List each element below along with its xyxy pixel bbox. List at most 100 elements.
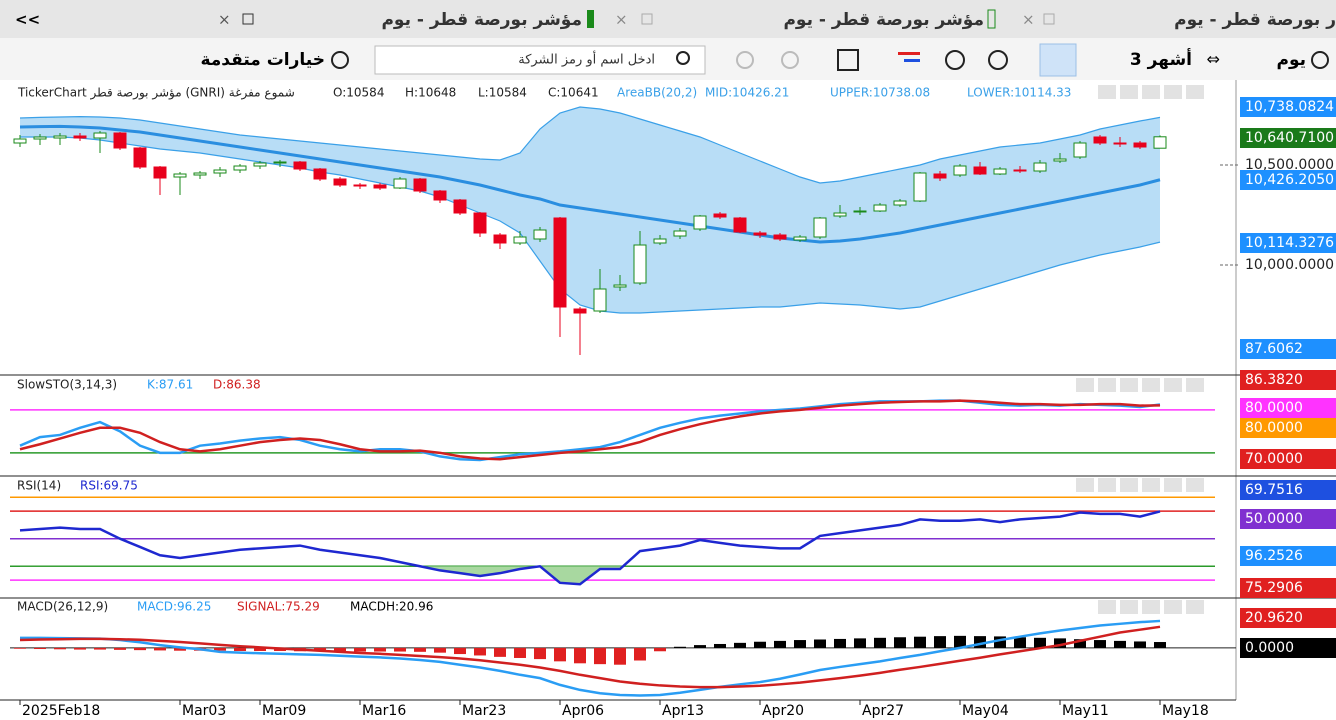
- histogram-bar: [174, 647, 186, 651]
- pane-control[interactable]: [1076, 478, 1094, 492]
- pane-control[interactable]: [1076, 378, 1094, 392]
- collapse-button[interactable]: <<: [15, 11, 40, 29]
- period-button[interactable]: يوم: [1276, 50, 1306, 70]
- candle-body: [313, 168, 327, 180]
- tab-close[interactable]: ×: [1022, 11, 1035, 29]
- pane-control[interactable]: [1142, 378, 1160, 392]
- auto-tool[interactable]: [945, 50, 965, 70]
- candle-body: [193, 172, 207, 176]
- tab-close[interactable]: ×: [615, 11, 628, 29]
- candle-body: [93, 132, 107, 139]
- tab[interactable]: ر بورصة قطر - يوم: [1174, 10, 1336, 30]
- histogram-bar: [854, 638, 866, 648]
- candle-body: [933, 173, 947, 179]
- pane-control[interactable]: [1142, 85, 1160, 99]
- pane-header: SIGNAL:75.29: [237, 600, 320, 614]
- histogram-bar: [334, 647, 346, 652]
- histogram-bar: [94, 647, 106, 650]
- candle-body: [553, 217, 567, 308]
- candle-body: [913, 172, 927, 202]
- tab-restore[interactable]: [242, 13, 254, 25]
- price-label-box: [1240, 398, 1336, 418]
- pane-control[interactable]: [1186, 600, 1204, 614]
- pane-control[interactable]: [1098, 85, 1116, 99]
- candle-body: [1033, 162, 1047, 172]
- candle-body: [333, 178, 347, 186]
- pane-control[interactable]: [1186, 85, 1204, 99]
- price-label: 50.0000: [1245, 511, 1303, 527]
- order-tool[interactable]: [898, 52, 920, 55]
- pane-control[interactable]: [1120, 600, 1138, 614]
- pane-header: RSI:69.75: [80, 479, 138, 493]
- advanced-options[interactable]: خيارات متقدمة: [200, 50, 325, 70]
- pane-control[interactable]: [1164, 85, 1182, 99]
- histogram-bar: [1114, 640, 1126, 648]
- histogram-bar: [814, 639, 826, 648]
- candle-body: [1053, 158, 1067, 162]
- histogram-bar: [74, 647, 86, 650]
- histogram-bar: [254, 647, 266, 651]
- x-tick-label: Mar09: [262, 703, 306, 719]
- macd-line: [20, 619, 1161, 697]
- pane-control[interactable]: [1164, 478, 1182, 492]
- draw-tool[interactable]: [1039, 43, 1077, 77]
- compare-tool[interactable]: [837, 49, 859, 71]
- tab[interactable]: مؤشر بورصة قطر - يوم: [783, 10, 984, 30]
- order-tool-part: [904, 59, 920, 62]
- candle-body: [273, 161, 287, 164]
- price-label: 80.0000: [1245, 420, 1303, 436]
- tab-restore[interactable]: [641, 13, 653, 25]
- candle-body: [793, 236, 807, 241]
- indicator-tool[interactable]: [988, 50, 1008, 70]
- histogram-bar: [134, 647, 146, 651]
- tab[interactable]: مؤشر بورصة قطر - يوم: [381, 10, 582, 30]
- price-label: 20.9620: [1245, 610, 1303, 626]
- pane-control[interactable]: [1098, 600, 1116, 614]
- pane-control[interactable]: [1120, 478, 1138, 492]
- x-tick-label: Apr06: [562, 703, 604, 719]
- candle-body: [353, 184, 367, 187]
- price-label-box: [1240, 480, 1336, 500]
- pane-control[interactable]: [1120, 378, 1138, 392]
- candle-body: [453, 199, 467, 214]
- chart-header: L:10584: [478, 86, 527, 100]
- histogram-bar: [414, 647, 426, 652]
- redo[interactable]: [781, 51, 799, 69]
- clock-icon: [1311, 51, 1329, 69]
- histogram-bar: [1134, 641, 1146, 648]
- range-button[interactable]: 3 أشهر: [1130, 48, 1192, 70]
- price-label: 10,500.0000: [1245, 157, 1334, 173]
- undo[interactable]: [736, 51, 754, 69]
- price-label-box: [1240, 128, 1336, 148]
- pane-control[interactable]: [1098, 478, 1116, 492]
- histogram-bar: [514, 647, 526, 658]
- tab-bar: [0, 0, 1336, 38]
- pane-control[interactable]: [1164, 378, 1182, 392]
- candle-body: [433, 190, 447, 201]
- pane-control[interactable]: [1186, 378, 1204, 392]
- candle-body: [753, 232, 767, 236]
- oversold-fill: [20, 566, 1160, 585]
- indicator-line: [19, 510, 1161, 586]
- pane-control[interactable]: [1164, 600, 1182, 614]
- candle-body: [993, 168, 1007, 175]
- price-label: 75.2906: [1245, 580, 1303, 596]
- tab-close[interactable]: ×: [218, 11, 231, 29]
- pane-control[interactable]: [1142, 478, 1160, 492]
- histogram-bar: [834, 638, 846, 648]
- histogram-bar: [374, 647, 386, 652]
- histogram-bar: [914, 636, 926, 648]
- search-box[interactable]: [374, 45, 706, 75]
- pane-header: MACD:96.25: [137, 600, 211, 614]
- pane-header: RSI(14): [17, 479, 61, 493]
- tab-restore[interactable]: [1043, 13, 1055, 25]
- candle-body: [1133, 142, 1147, 148]
- pane-control[interactable]: [1142, 600, 1160, 614]
- chart-header: AreaBB(20,2): [617, 86, 697, 100]
- pane-control[interactable]: [1186, 478, 1204, 492]
- pane-control[interactable]: [1120, 85, 1138, 99]
- candle-body: [973, 166, 987, 175]
- pane-control[interactable]: [1098, 378, 1116, 392]
- chart-header: MID:10426.21: [705, 86, 789, 100]
- candle-body: [213, 169, 227, 174]
